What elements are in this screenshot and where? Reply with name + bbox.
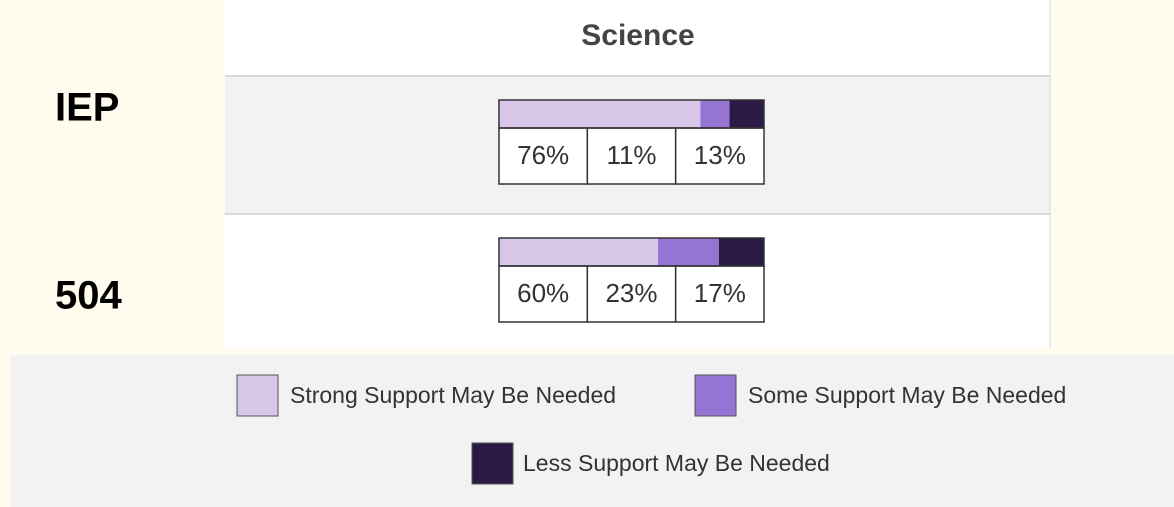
bar-segment bbox=[499, 238, 658, 266]
header-cell bbox=[225, 0, 1050, 75]
chart-title: Science bbox=[581, 19, 694, 52]
row-label: 504 bbox=[55, 274, 122, 318]
legend-panel bbox=[10, 355, 1174, 507]
value-label: 23% bbox=[605, 278, 657, 308]
legend-swatch bbox=[471, 442, 514, 485]
label-cell bbox=[586, 265, 677, 323]
bar-outline bbox=[498, 99, 765, 129]
value-label: 60% bbox=[517, 278, 569, 308]
value-label: 76% bbox=[517, 140, 569, 170]
legend-label: Strong Support May Be Needed bbox=[290, 382, 616, 408]
label-cell bbox=[498, 127, 589, 185]
bar-segment bbox=[700, 100, 730, 128]
legend-swatch bbox=[694, 374, 737, 417]
legend-label: Less Support May Be Needed bbox=[523, 450, 830, 476]
value-label: 13% bbox=[694, 140, 746, 170]
legend-label: Some Support May Be Needed bbox=[748, 382, 1066, 408]
bar-segment bbox=[729, 100, 764, 128]
value-label: 11% bbox=[606, 140, 656, 170]
bar-segment bbox=[499, 100, 701, 128]
bar-segment bbox=[718, 238, 764, 266]
bar-outline bbox=[498, 237, 765, 267]
value-label: 17% bbox=[694, 278, 746, 308]
row-label: IEP bbox=[55, 86, 119, 130]
legend-swatch bbox=[236, 374, 279, 417]
bar-segment bbox=[658, 238, 719, 266]
